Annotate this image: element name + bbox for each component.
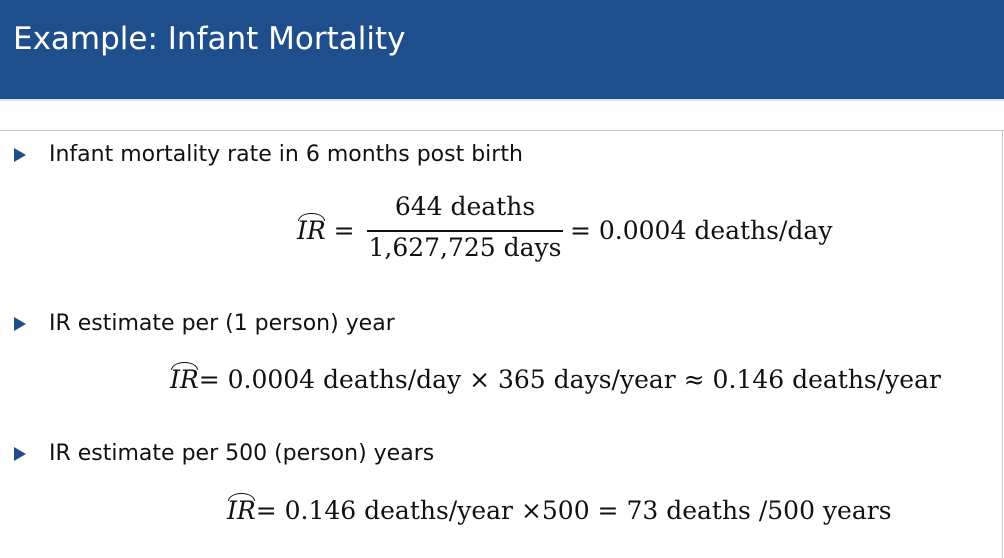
bullet-text: IR estimate per 500 (person) years xyxy=(49,441,435,466)
triangle-right-icon xyxy=(14,317,26,331)
equation-2: IR= 0.0004 deaths/day × 365 days/year ≈ … xyxy=(170,362,941,395)
bullet-text: IR estimate per (1 person) year xyxy=(49,311,395,336)
equation-2-expression: = 0.0004 deaths/day × 365 days/year ≈ 0.… xyxy=(198,365,941,394)
bullet-item-per-person-year: IR estimate per (1 person) year xyxy=(14,310,395,338)
header-divider xyxy=(0,99,1004,101)
content-frame-top xyxy=(0,130,1004,131)
ir-hat-symbol: IR xyxy=(170,362,199,394)
fraction-numerator: 644 deaths xyxy=(394,192,536,221)
equation-1-fraction: 644 deaths 1,627,725 days xyxy=(367,192,563,268)
bullet-text: Infant mortality rate in 6 months post b… xyxy=(49,142,523,167)
fraction-denominator: 1,627,725 days xyxy=(368,233,562,262)
triangle-right-icon xyxy=(14,447,26,461)
ir-hat-symbol: IR xyxy=(227,493,256,525)
content-frame-right xyxy=(1002,130,1003,558)
fraction-bar xyxy=(367,230,563,232)
bullet-item-infant-mortality-rate: Infant mortality rate in 6 months post b… xyxy=(14,141,523,169)
equation-3: IR= 0.146 deaths/year ×500 = 73 deaths /… xyxy=(227,493,892,526)
bullet-item-per-500-person-years: IR estimate per 500 (person) years xyxy=(14,440,434,468)
triangle-right-icon xyxy=(14,148,26,162)
slide-title: Example: Infant Mortality xyxy=(13,21,406,57)
equation-1-result: = 0.0004 deaths/day xyxy=(570,216,833,245)
equation-3-expression: = 0.146 deaths/year ×500 = 73 deaths /50… xyxy=(255,496,892,525)
equation-1-lhs: IR = xyxy=(297,213,355,245)
ir-hat-symbol: IR xyxy=(297,213,326,245)
slide-header: Example: Infant Mortality xyxy=(0,0,1004,99)
